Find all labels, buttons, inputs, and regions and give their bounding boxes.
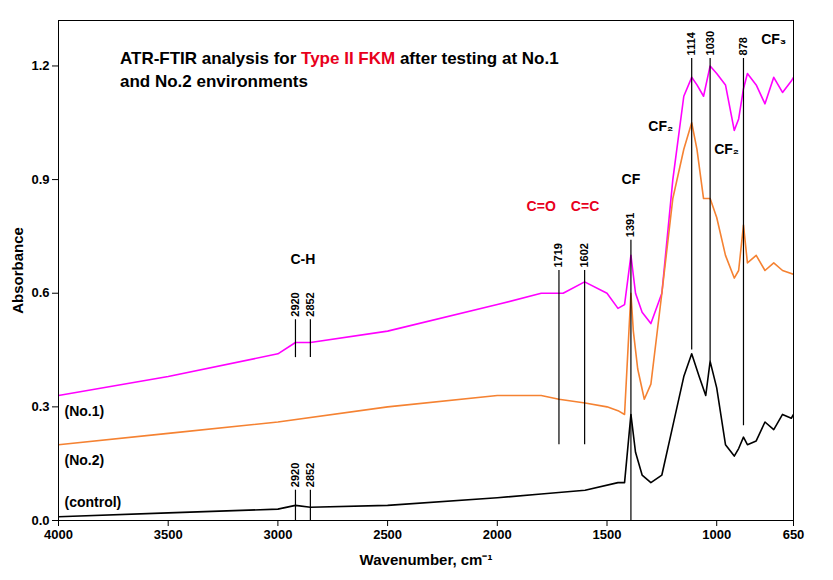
svg-text:0.0: 0.0 — [31, 513, 49, 528]
svg-text:CF: CF — [622, 171, 641, 187]
svg-text:1602: 1602 — [578, 243, 590, 267]
svg-text:1500: 1500 — [593, 527, 622, 542]
svg-text:1114: 1114 — [685, 31, 697, 55]
svg-text:0.6: 0.6 — [31, 285, 49, 300]
svg-text:1391: 1391 — [624, 213, 636, 237]
svg-text:1030: 1030 — [704, 31, 716, 55]
svg-text:2852: 2852 — [304, 292, 316, 316]
svg-text:(No.1): (No.1) — [65, 403, 105, 419]
svg-text:CF₃: CF₃ — [761, 31, 786, 47]
svg-text:(No.2): (No.2) — [65, 452, 105, 468]
svg-text:650: 650 — [783, 527, 805, 542]
svg-text:C=O: C=O — [527, 198, 556, 214]
svg-text:Absorbance: Absorbance — [9, 227, 26, 314]
svg-text:0.9: 0.9 — [31, 172, 49, 187]
svg-text:(control): (control) — [65, 494, 122, 510]
svg-text:2920: 2920 — [289, 292, 301, 316]
svg-text:2000: 2000 — [483, 527, 512, 542]
svg-text:4000: 4000 — [44, 527, 73, 542]
svg-text:0.3: 0.3 — [31, 399, 49, 414]
svg-text:Wavenumber, cm⁻¹: Wavenumber, cm⁻¹ — [360, 551, 493, 568]
svg-text:1000: 1000 — [702, 527, 731, 542]
svg-text:2852: 2852 — [304, 463, 316, 487]
svg-text:CF₂: CF₂ — [648, 118, 673, 134]
svg-text:3000: 3000 — [263, 527, 292, 542]
svg-text:C=C: C=C — [571, 198, 599, 214]
html-text:ATR-FTIR analysis for Type II: ATR-FTIR analysis for Type II FKM after … — [120, 49, 559, 91]
svg-text:2920: 2920 — [289, 463, 301, 487]
svg-text:C-H: C-H — [290, 251, 315, 267]
svg-text:3500: 3500 — [154, 527, 183, 542]
svg-text:1719: 1719 — [552, 243, 564, 267]
svg-text:2500: 2500 — [373, 527, 402, 542]
svg-text:1.2: 1.2 — [31, 58, 49, 73]
svg-text:CF₂: CF₂ — [714, 141, 739, 157]
svg-text:878: 878 — [737, 37, 749, 55]
